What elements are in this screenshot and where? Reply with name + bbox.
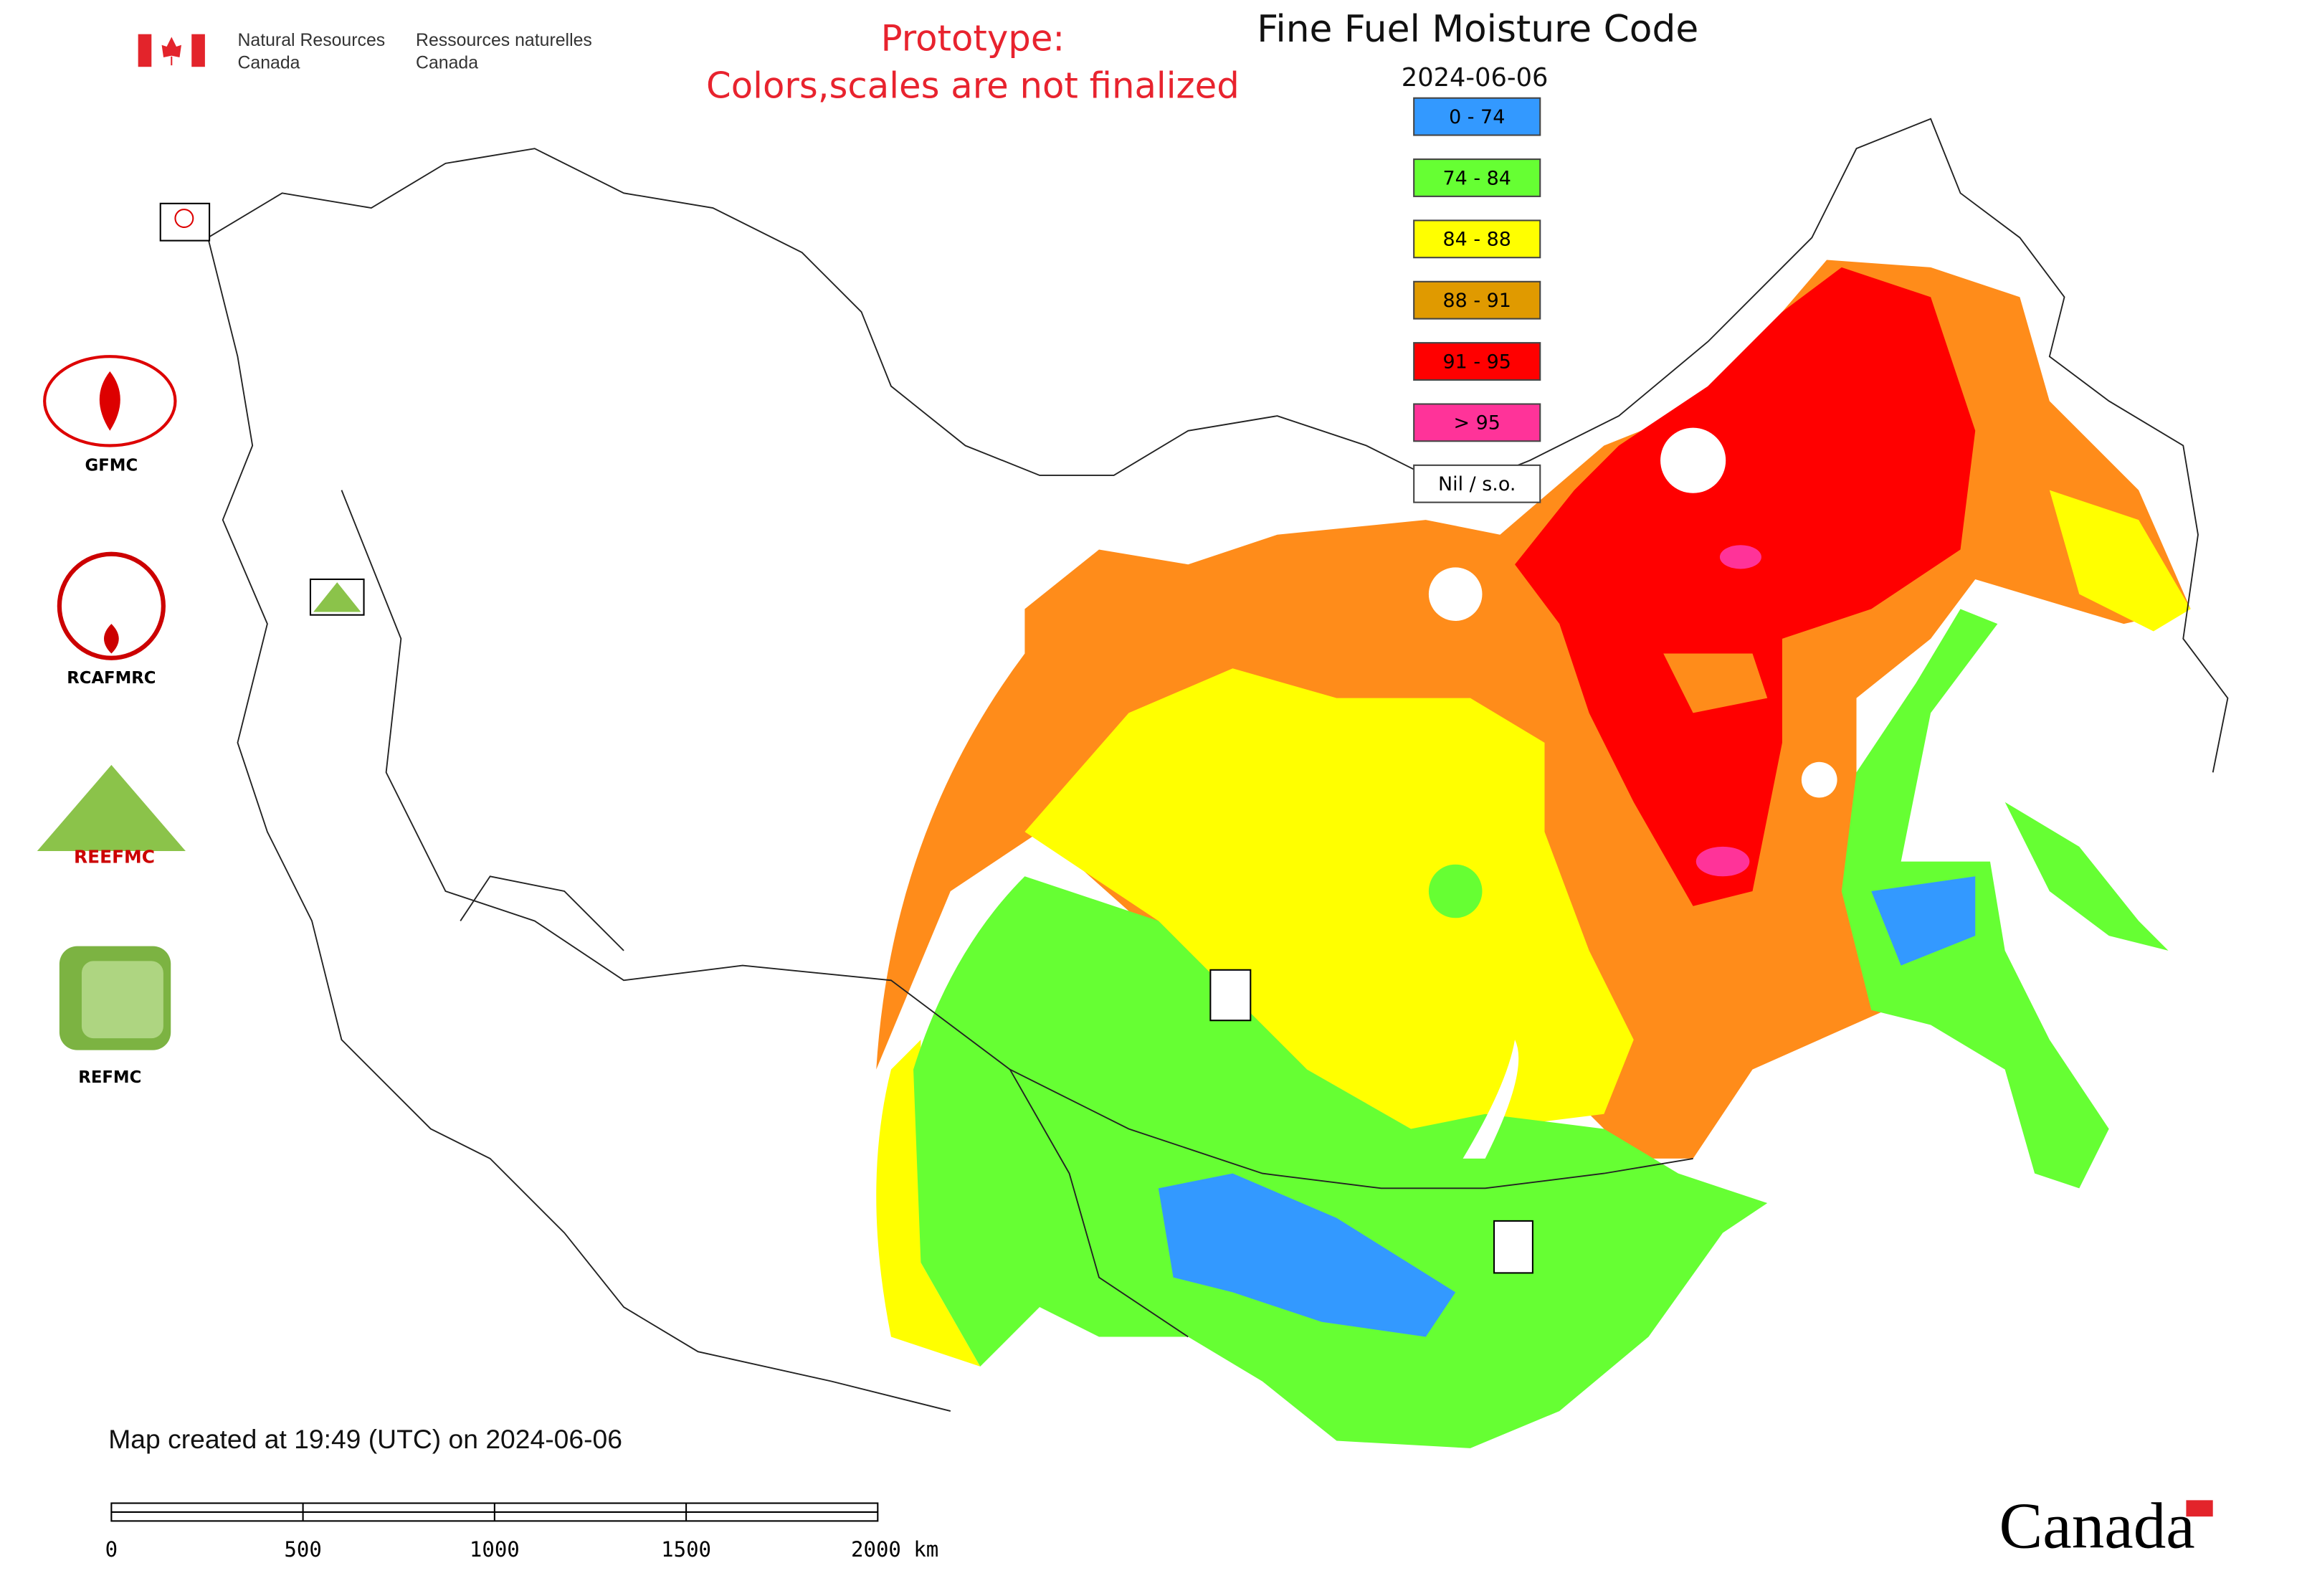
legend-label: 84 - 88 xyxy=(1443,229,1511,251)
agency-signature: Natural Resources Canada Ressources natu… xyxy=(138,31,592,72)
logo-label: RCAFMRC xyxy=(67,669,156,688)
legend-swatch xyxy=(1413,97,1541,136)
logo-label: REFMC xyxy=(78,1068,141,1087)
map-title: Fine Fuel Moisture Code xyxy=(1257,8,1698,51)
legend-swatch xyxy=(1413,403,1541,442)
agency-fr: Ressources naturelles xyxy=(416,31,592,50)
legend: 0 - 74 74 - 84 84 - 88 88 - 91 91 - 95 > 95 Ni… xyxy=(1413,97,1541,503)
prototype-note: Colors,scales are not finalized xyxy=(706,65,1240,107)
logos: GFMC RCAFMRC REEFMC REFMC xyxy=(37,202,1533,1274)
legend-swatch xyxy=(1413,342,1541,381)
legend-label: > 95 xyxy=(1454,412,1500,434)
legend-label: 74 - 84 xyxy=(1443,167,1511,189)
scale-label: 500 xyxy=(284,1537,321,1562)
scale-bar: 0 500 1000 1500 2000 km xyxy=(105,1502,938,1562)
scale-label: 0 xyxy=(105,1537,118,1562)
agency-en: Canada xyxy=(237,53,300,72)
logo-label: GFMC xyxy=(85,457,138,475)
created-note: Map created at 19:49 (UTC) on 2024-06-06 xyxy=(108,1424,622,1454)
canada-wordmark: Canada xyxy=(1999,1490,2194,1562)
agency-en: Natural Resources xyxy=(237,31,385,50)
legend-swatch xyxy=(1413,219,1541,259)
map-fields xyxy=(876,260,2191,1448)
legend-label: 88 - 91 xyxy=(1443,290,1511,312)
legend-swatch xyxy=(1413,280,1541,320)
legend-label: Nil / s.o. xyxy=(1438,473,1516,495)
legend-swatch xyxy=(1413,158,1541,197)
legend-label: 91 - 95 xyxy=(1443,351,1511,373)
prototype-note: Prototype: xyxy=(881,17,1065,59)
map-date: 2024-06-06 xyxy=(1402,63,1549,92)
scale-label: 1500 xyxy=(661,1537,711,1562)
scale-label: 2000 km xyxy=(851,1537,938,1562)
legend-label: 0 - 74 xyxy=(1449,106,1505,128)
agency-fr: Canada xyxy=(416,53,478,72)
logo-label: REEFMC xyxy=(74,847,155,868)
legend-swatch xyxy=(1413,464,1541,503)
scale-label: 1000 xyxy=(470,1537,520,1562)
